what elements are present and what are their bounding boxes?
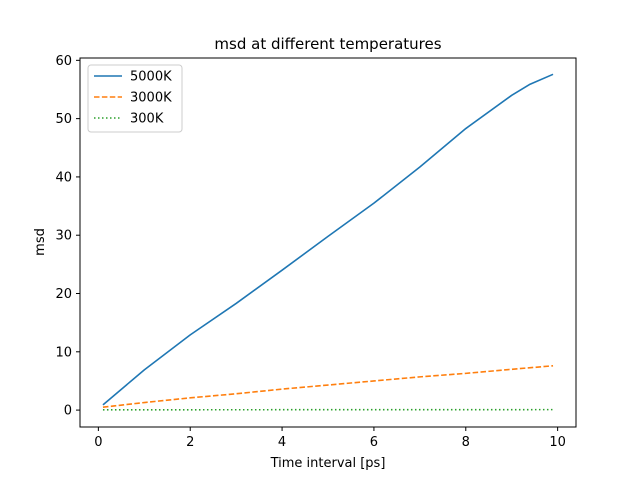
chart-title: msd at different temperatures <box>214 35 441 53</box>
legend-label: 5000K <box>130 70 172 85</box>
series-line-5000k <box>102 73 554 406</box>
y-tick-label: 0 <box>64 404 72 419</box>
x-tick-label: 0 <box>94 435 102 450</box>
series-lines <box>102 73 554 411</box>
legend-label: 300K <box>130 112 164 127</box>
x-tick-label: 8 <box>462 435 470 450</box>
axes-frame <box>79 57 577 428</box>
x-tick-label: 6 <box>370 435 378 450</box>
y-axis: 0 10 20 30 40 50 60 <box>55 54 80 419</box>
legend-label: 3000K <box>130 91 172 106</box>
x-axis: 0 2 4 6 8 10 <box>94 427 566 450</box>
x-axis-label: Time interval [ps] <box>270 456 386 471</box>
series-line-3000k <box>102 364 554 408</box>
x-tick-label: 10 <box>549 435 566 450</box>
y-tick-label: 20 <box>55 287 72 302</box>
y-tick-label: 10 <box>55 345 72 360</box>
legend-box <box>87 64 183 133</box>
plot-area <box>79 57 577 428</box>
x-tick-label: 4 <box>278 435 286 450</box>
y-tick-label: 40 <box>55 170 72 185</box>
y-tick-label: 50 <box>55 112 72 127</box>
y-axis-label: msd <box>33 228 48 256</box>
y-tick-label: 60 <box>55 54 72 69</box>
legend: 5000K 3000K 300K <box>87 64 183 133</box>
x-tick-label: 2 <box>186 435 194 450</box>
y-tick-label: 30 <box>55 229 72 244</box>
